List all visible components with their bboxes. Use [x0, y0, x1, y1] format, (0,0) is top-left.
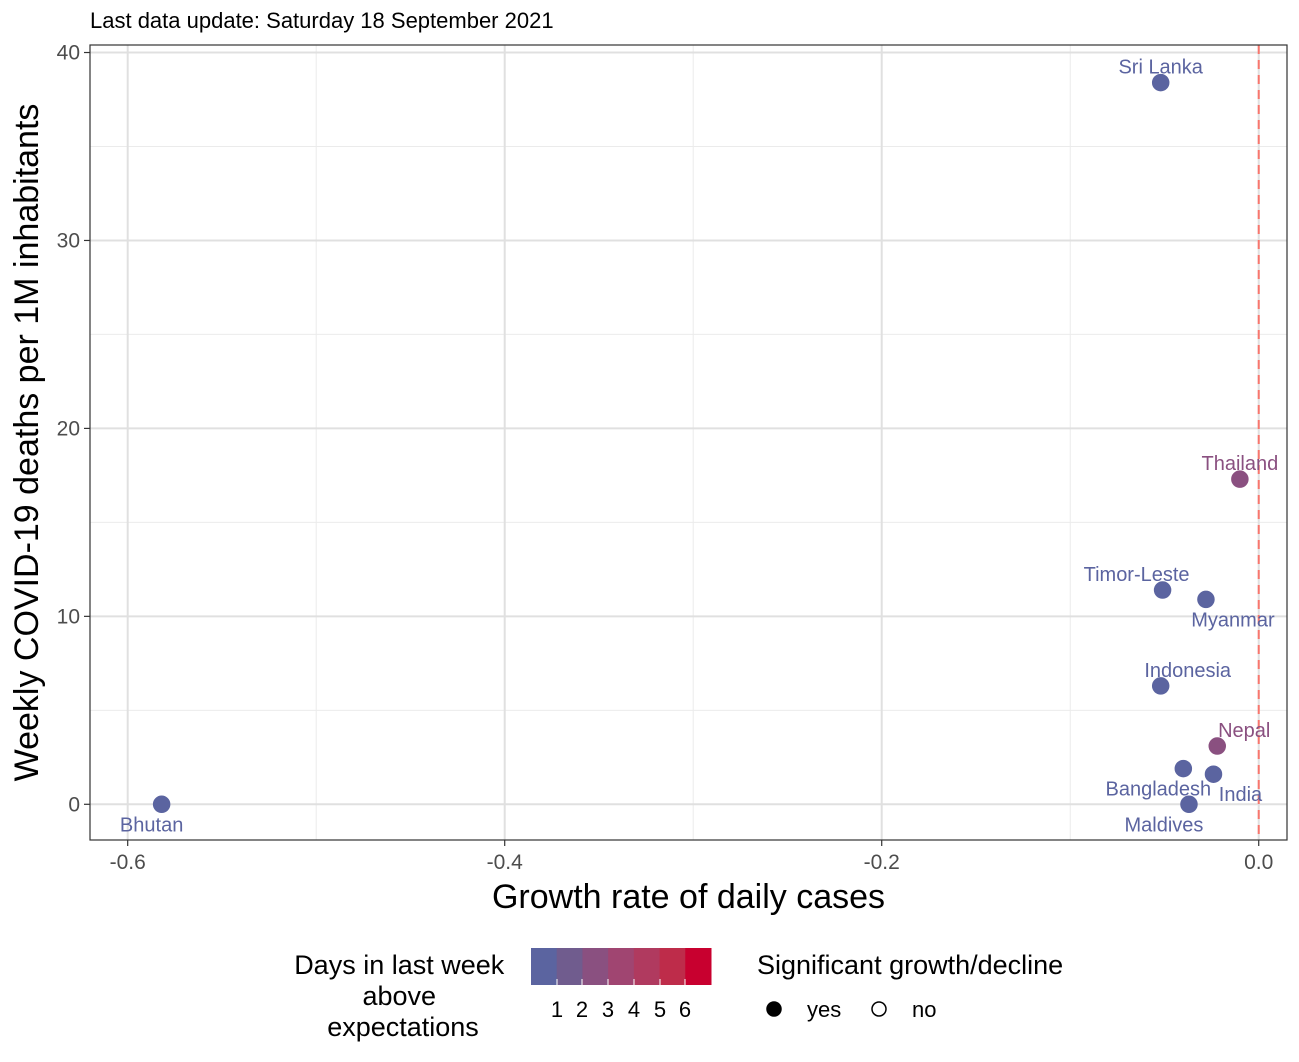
color-legend-title-line: above — [362, 981, 436, 1011]
data-point — [1151, 73, 1170, 92]
colorbar-tick-label: 3 — [602, 997, 614, 1022]
color-legend-title: Days in last week above expectations — [294, 950, 512, 1042]
point-label: Nepal — [1218, 720, 1270, 742]
data-point — [1208, 737, 1227, 755]
y-axis-title: Weekly COVID-19 deaths per 1M inhabitant… — [8, 104, 46, 782]
data-point — [1231, 470, 1249, 488]
x-tick-label: 0.0 — [1244, 851, 1273, 874]
colorbar-segment — [531, 948, 558, 985]
y-tick-label: 30 — [57, 229, 80, 252]
point-label: Myanmar — [1191, 609, 1275, 631]
x-axis-ticks: -0.6 -0.4 -0.2 0.0 — [110, 840, 1273, 874]
y-tick-label: 40 — [57, 42, 80, 65]
color-legend-title-line: Days in last week — [294, 950, 505, 980]
shape-legend: Significant growth/decline yes no — [757, 950, 1063, 1022]
colorbar-segment — [659, 948, 686, 985]
y-tick-label: 20 — [57, 417, 80, 440]
grid — [90, 45, 1287, 840]
data-point — [1204, 765, 1223, 783]
plot-panel-border — [89, 44, 1288, 841]
colorbar-segment — [582, 948, 609, 985]
point-label: Thailand — [1202, 453, 1279, 475]
colorbar-segment — [608, 948, 635, 985]
x-tick-label: -0.6 — [110, 851, 146, 874]
colorbar-segment — [685, 948, 712, 985]
hollow-circle-icon — [871, 1001, 887, 1017]
data-point — [152, 795, 171, 814]
shape-legend-label: yes — [807, 997, 841, 1022]
y-tick-label: 0 — [68, 793, 80, 816]
point-label: Timor-Leste — [1084, 564, 1190, 586]
point-label: Indonesia — [1144, 660, 1232, 682]
shape-legend-label: no — [912, 997, 936, 1022]
filled-circle-icon — [766, 1001, 782, 1017]
x-tick-label: -0.4 — [487, 851, 524, 874]
data-point — [1151, 677, 1170, 695]
data-point — [1197, 590, 1215, 609]
shape-legend-items: yes no — [766, 997, 936, 1022]
point-label: India — [1219, 784, 1263, 806]
colorbar-segment — [556, 948, 583, 985]
point-label: Sri Lanka — [1118, 57, 1203, 79]
x-tick-label: -0.2 — [864, 851, 900, 874]
x-axis-title: Growth rate of daily cases — [492, 878, 885, 916]
shape-legend-title: Significant growth/decline — [757, 950, 1063, 980]
colorbar-tick-label: 1 — [551, 997, 563, 1022]
colorbar-tick-label: 2 — [576, 997, 588, 1022]
color-legend-title-line: expectations — [327, 1012, 479, 1042]
data-point — [1153, 581, 1172, 599]
data-point — [1174, 759, 1193, 778]
colorbar-tick-label: 5 — [654, 997, 666, 1022]
point-labels: Sri Lanka Thailand Timor-Leste Myanmar Indon… — [120, 57, 1278, 837]
colorbar-tick-label: 4 — [628, 997, 640, 1022]
point-label: Maldives — [1125, 814, 1204, 836]
colorbar-tick-label: 6 — [679, 997, 691, 1022]
colorbar — [531, 948, 712, 985]
chart-subtitle: Last data update: Saturday 18 September … — [90, 8, 554, 33]
data-points — [152, 73, 1249, 814]
y-tick-label: 10 — [57, 605, 80, 628]
point-label: Bhutan — [120, 814, 183, 836]
point-label: Bangladesh — [1105, 779, 1211, 801]
colorbar-segment — [633, 948, 661, 985]
data-point — [1180, 795, 1198, 814]
y-axis-ticks: 0 10 20 30 40 — [57, 42, 90, 816]
